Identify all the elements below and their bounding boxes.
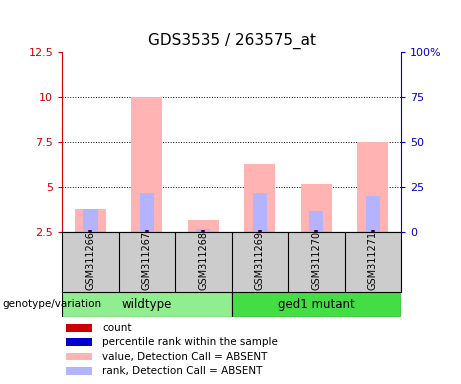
Bar bbox=[65, 324, 92, 332]
Text: ged1 mutant: ged1 mutant bbox=[278, 298, 355, 311]
Text: GSM311270: GSM311270 bbox=[311, 231, 321, 290]
Text: GSM311266: GSM311266 bbox=[85, 232, 95, 290]
Bar bbox=[231, 292, 401, 317]
Bar bbox=[131, 97, 162, 232]
Bar bbox=[366, 196, 380, 232]
Bar bbox=[244, 164, 275, 232]
Text: GSM311271: GSM311271 bbox=[368, 231, 378, 290]
Text: value, Detection Call = ABSENT: value, Detection Call = ABSENT bbox=[102, 351, 267, 361]
Text: GSM311269: GSM311269 bbox=[255, 232, 265, 290]
Bar bbox=[65, 338, 92, 346]
Text: rank, Detection Call = ABSENT: rank, Detection Call = ABSENT bbox=[102, 366, 263, 376]
Bar bbox=[196, 229, 211, 232]
Bar bbox=[75, 209, 106, 232]
Bar bbox=[301, 184, 332, 232]
Bar bbox=[65, 353, 92, 361]
Text: wildtype: wildtype bbox=[122, 298, 172, 311]
Bar bbox=[188, 220, 219, 232]
Bar bbox=[309, 211, 324, 232]
Bar bbox=[253, 193, 267, 232]
Bar bbox=[65, 367, 92, 375]
Bar bbox=[62, 292, 231, 317]
Bar bbox=[83, 209, 98, 232]
Text: GSM311268: GSM311268 bbox=[198, 232, 208, 290]
Text: genotype/variation: genotype/variation bbox=[2, 299, 101, 310]
Title: GDS3535 / 263575_at: GDS3535 / 263575_at bbox=[148, 33, 316, 49]
Text: GSM311267: GSM311267 bbox=[142, 231, 152, 290]
Text: count: count bbox=[102, 323, 132, 333]
Bar bbox=[140, 193, 154, 232]
Text: percentile rank within the sample: percentile rank within the sample bbox=[102, 338, 278, 348]
Bar bbox=[357, 142, 388, 232]
